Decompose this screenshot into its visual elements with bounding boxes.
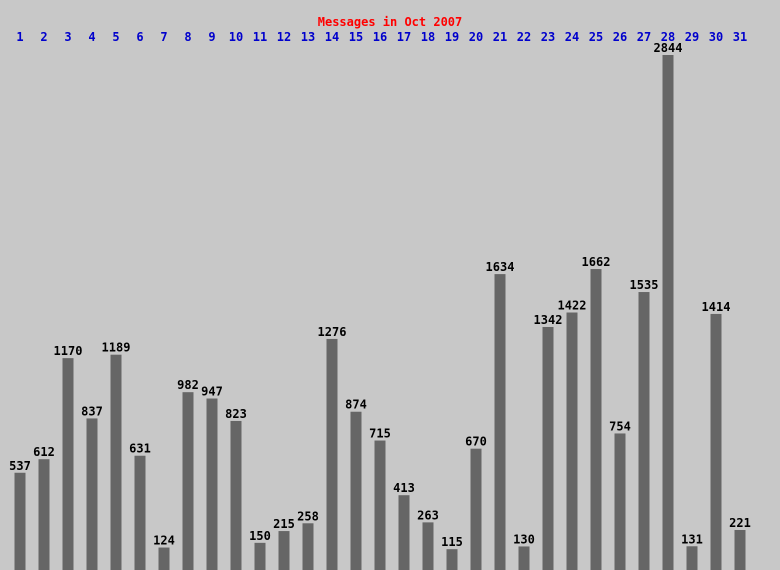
x-tick-label: 17 (397, 30, 411, 44)
x-tick-label: 22 (517, 30, 531, 44)
x-tick-label: 11 (253, 30, 267, 44)
bar (542, 326, 554, 570)
x-tick-label: 27 (637, 30, 651, 44)
x-tick-label: 3 (64, 30, 71, 44)
x-tick-label: 28 (661, 30, 675, 44)
x-tick-label: 4 (88, 30, 95, 44)
x-tick-label: 12 (277, 30, 291, 44)
bar (38, 459, 50, 570)
value-label: 1170 (54, 344, 83, 358)
bar (86, 418, 98, 570)
bar (422, 522, 434, 570)
x-tick-label: 25 (589, 30, 603, 44)
x-tick-label: 9 (208, 30, 215, 44)
bar (254, 542, 266, 570)
bar (710, 313, 722, 570)
x-tick-label: 6 (136, 30, 143, 44)
value-label: 1662 (582, 255, 611, 269)
value-label: 2844 (654, 41, 683, 55)
value-label: 537 (9, 459, 31, 473)
bar (278, 531, 290, 570)
bar (518, 546, 530, 570)
bar (470, 448, 482, 570)
value-label: 754 (609, 419, 631, 433)
value-label: 258 (297, 509, 319, 523)
bar (686, 546, 698, 570)
x-tick-label: 8 (184, 30, 191, 44)
value-label: 1414 (702, 300, 731, 314)
value-label: 1276 (318, 325, 347, 339)
x-tick-label: 26 (613, 30, 627, 44)
x-tick-label: 1 (16, 30, 23, 44)
bar (62, 358, 74, 570)
bar (134, 455, 146, 570)
value-label: 1422 (558, 299, 587, 313)
bar (734, 529, 746, 570)
value-label: 150 (249, 529, 271, 543)
x-tick-label: 23 (541, 30, 555, 44)
value-label: 1342 (534, 313, 563, 327)
x-tick-label: 19 (445, 30, 459, 44)
bar (182, 392, 194, 570)
bar (662, 55, 674, 570)
value-label: 215 (273, 517, 295, 531)
value-label: 612 (33, 445, 55, 459)
bar (590, 269, 602, 570)
x-tick-label: 18 (421, 30, 435, 44)
bar (158, 547, 170, 570)
bar (350, 411, 362, 570)
value-label: 1189 (102, 341, 131, 355)
x-tick-label: 16 (373, 30, 387, 44)
value-label: 124 (153, 534, 175, 548)
x-tick-label: 13 (301, 30, 315, 44)
value-label: 982 (177, 378, 199, 392)
value-label: 715 (369, 427, 391, 441)
bar (110, 354, 122, 570)
x-tick-label: 15 (349, 30, 363, 44)
bar (446, 549, 458, 570)
x-tick-label: 14 (325, 30, 339, 44)
value-label: 874 (345, 398, 367, 412)
value-label: 221 (729, 516, 751, 530)
bar (566, 312, 578, 570)
bar (398, 495, 410, 570)
bar (326, 338, 338, 570)
x-tick-label: 20 (469, 30, 483, 44)
value-label: 823 (225, 407, 247, 421)
x-tick-label: 21 (493, 30, 507, 44)
bar (302, 523, 314, 570)
x-tick-label: 29 (685, 30, 699, 44)
x-tick-label: 10 (229, 30, 243, 44)
bar (230, 420, 242, 570)
value-label: 947 (201, 385, 223, 399)
x-tick-label: 5 (112, 30, 119, 44)
x-tick-label: 24 (565, 30, 579, 44)
bar (614, 433, 626, 570)
value-label: 631 (129, 442, 151, 456)
x-tick-label: 2 (40, 30, 47, 44)
value-label: 1535 (630, 278, 659, 292)
bar (494, 274, 506, 570)
bar (638, 292, 650, 570)
value-label: 130 (513, 532, 535, 546)
value-label: 1634 (486, 260, 515, 274)
value-label: 670 (465, 435, 487, 449)
x-tick-label: 7 (160, 30, 167, 44)
x-tick-label: 30 (709, 30, 723, 44)
x-tick-label: 31 (733, 30, 747, 44)
value-label: 115 (441, 535, 463, 549)
bar (206, 398, 218, 570)
chart-title: Messages in Oct 2007 (318, 15, 463, 29)
bar (374, 440, 386, 570)
bar (14, 472, 26, 570)
value-label: 413 (393, 481, 415, 495)
value-label: 131 (681, 532, 703, 546)
value-label: 263 (417, 508, 439, 522)
value-label: 837 (81, 404, 103, 418)
